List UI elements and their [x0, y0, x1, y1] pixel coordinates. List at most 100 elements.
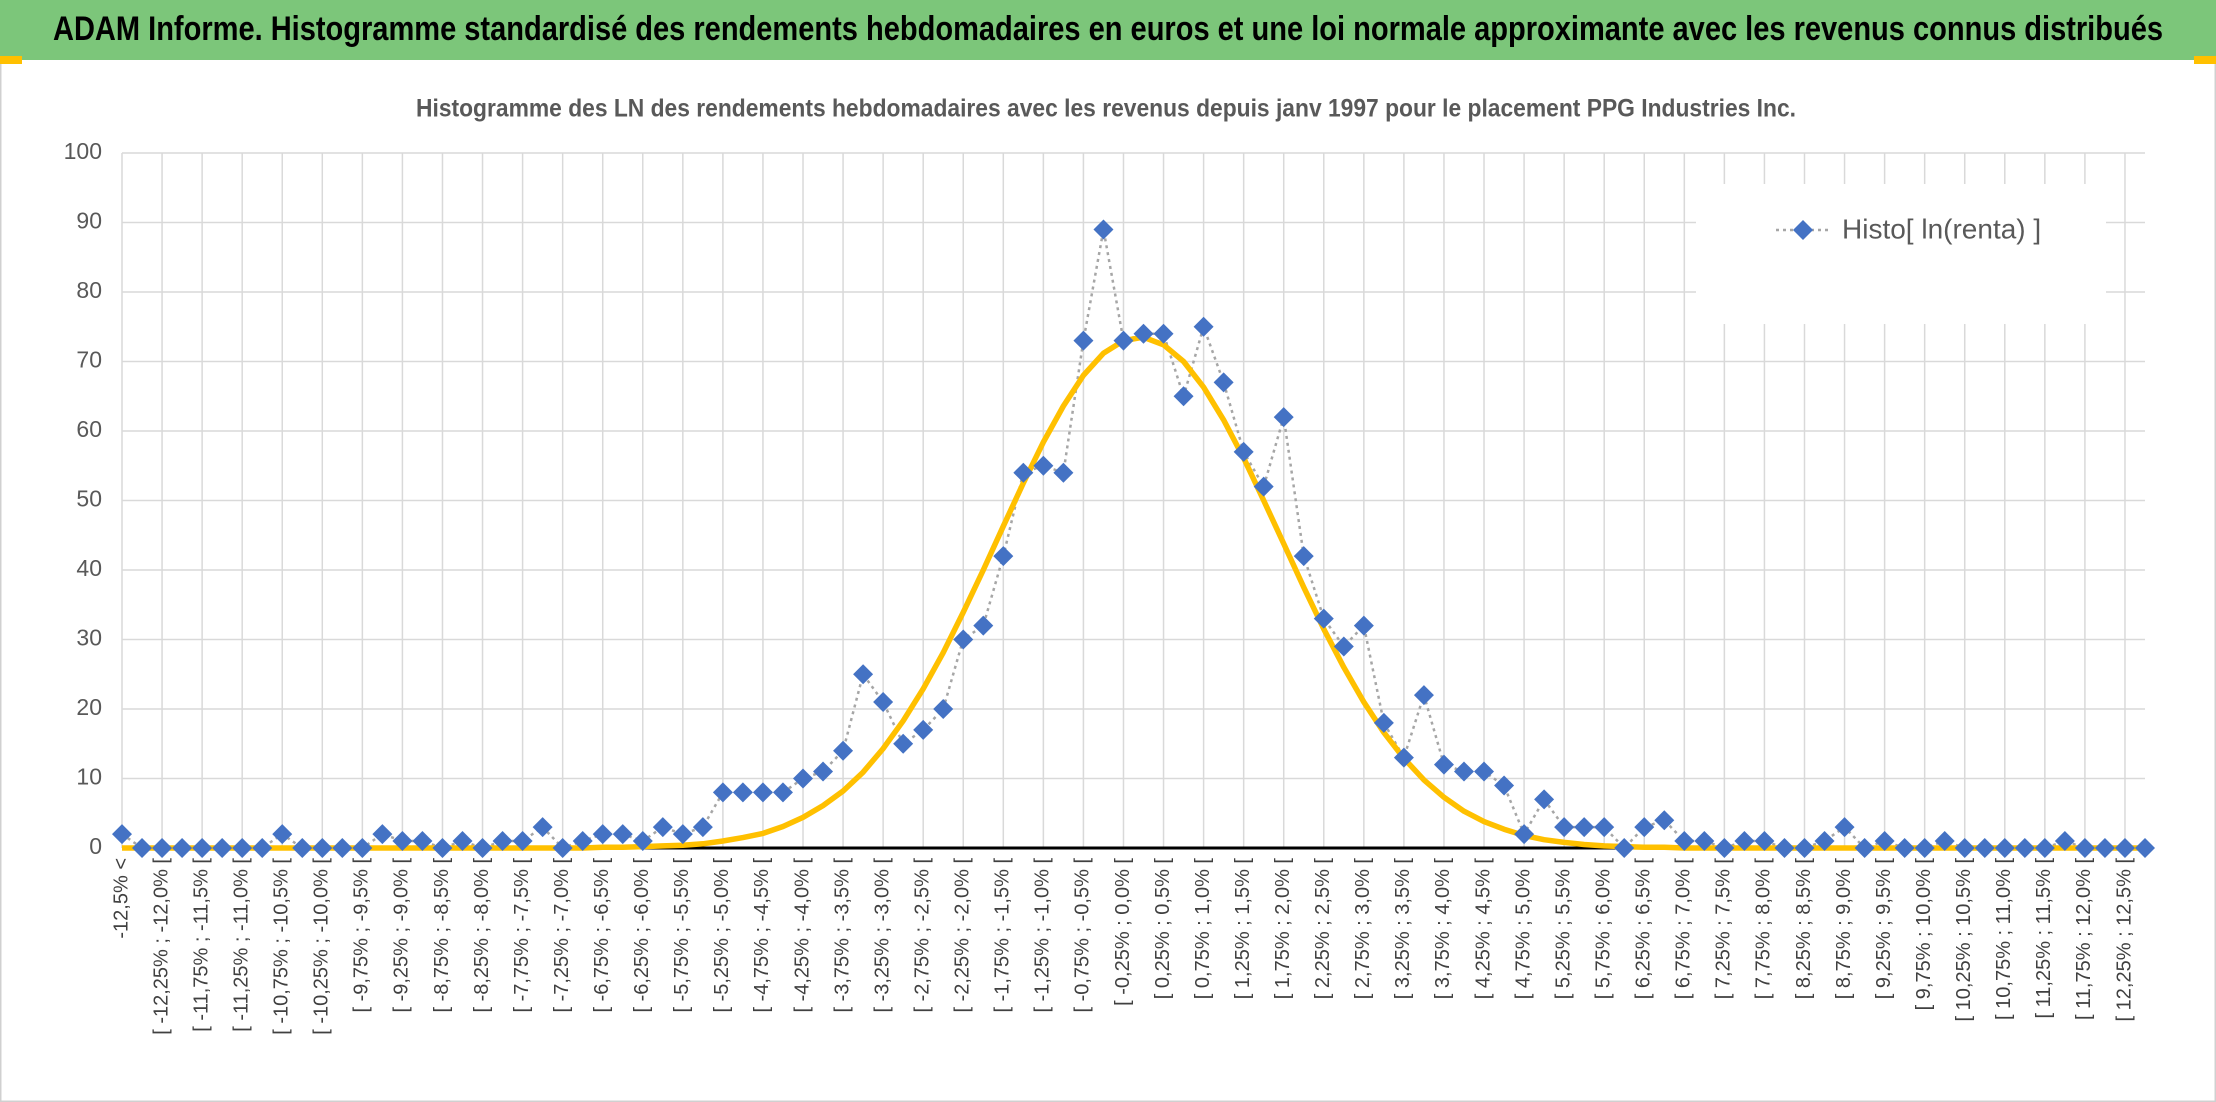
- x-tick-label: [ 6,25% ; 6,5% [: [1633, 858, 1655, 1000]
- marker: [1594, 817, 1615, 838]
- marker: [1834, 817, 1855, 838]
- x-tick-label: [ -8,75% ; -8,5% [: [431, 858, 453, 1013]
- x-tick-label: [ -4,25% ; -4,0% [: [791, 858, 813, 1013]
- x-tick-label: [ 0,25% ; 0,5% [: [1152, 858, 1174, 1000]
- marker: [332, 838, 353, 858]
- marker: [1534, 789, 1555, 810]
- marker: [392, 831, 413, 852]
- marker: [1413, 685, 1434, 706]
- x-tick-label: [ -10,75% ; -10,5% [: [271, 858, 293, 1035]
- marker: [873, 692, 894, 713]
- marker: [1894, 838, 1915, 858]
- x-tick-label: [ 8,25% ; 8,5% [: [1793, 858, 1815, 1000]
- y-tick-label: 80: [76, 277, 102, 303]
- marker: [1373, 712, 1394, 733]
- marker: [1073, 330, 1094, 351]
- marker: [172, 838, 193, 858]
- marker: [953, 629, 974, 650]
- marker: [492, 831, 513, 852]
- marker: [973, 615, 994, 636]
- marker: [1674, 831, 1695, 852]
- marker: [1133, 323, 1154, 344]
- legend: Histo[ ln(renta) ]: [1696, 184, 2106, 324]
- marker: [1654, 810, 1675, 831]
- marker: [1193, 316, 1214, 337]
- marker: [672, 824, 693, 845]
- marker: [112, 824, 132, 845]
- marker: [993, 546, 1014, 567]
- x-tick-label: [ 11,75% ; 12,0% [: [2073, 858, 2095, 1020]
- marker: [933, 699, 954, 719]
- marker: [1934, 831, 1955, 852]
- marker: [612, 824, 633, 845]
- marker: [412, 831, 433, 852]
- x-tick-label: [ -4,75% ; -4,5% [: [751, 858, 773, 1013]
- banner-title: ADAM Informe. Histogramme standardisé de…: [53, 10, 2163, 48]
- x-tick-label: [ -12,25% ; -12,0% [: [150, 858, 172, 1035]
- marker: [1794, 838, 1815, 858]
- marker: [1293, 546, 1314, 567]
- y-tick-label: 20: [76, 694, 102, 720]
- marker: [913, 719, 934, 740]
- marker: [1774, 838, 1795, 858]
- marker: [1213, 372, 1234, 393]
- marker: [1514, 824, 1535, 845]
- marker: [132, 838, 153, 858]
- x-tick-label: [ 12,25% ; 12,5% [: [2113, 858, 2135, 1022]
- marker: [1814, 831, 1835, 852]
- marker: [1333, 636, 1354, 657]
- marker: [2094, 838, 2115, 858]
- x-tick-label: [ 8,75% ; 9,0% [: [1833, 858, 1855, 1000]
- y-tick-label: 50: [76, 486, 102, 512]
- y-tick-label: 100: [64, 138, 102, 164]
- x-tick-label: [ -7,25% ; -7,0% [: [551, 858, 573, 1013]
- x-tick-label: [ -11,75% ; -11,5% [: [190, 858, 212, 1032]
- marker: [712, 782, 733, 803]
- marker: [1173, 386, 1194, 407]
- marker: [372, 824, 393, 845]
- legend-marker: [1793, 220, 1813, 240]
- marker: [1914, 838, 1935, 858]
- marker: [2135, 838, 2155, 858]
- marker: [1874, 831, 1895, 852]
- marker: [472, 838, 493, 858]
- marker: [1093, 219, 1114, 240]
- marker: [813, 761, 834, 782]
- marker: [1453, 761, 1474, 782]
- marker: [853, 664, 874, 685]
- marker: [1954, 838, 1975, 858]
- marker: [232, 838, 253, 858]
- marker: [1574, 817, 1595, 838]
- plot: [112, 219, 2155, 858]
- x-tick-label: [ 10,75% ; 11,0% [: [1993, 858, 2015, 1020]
- x-tick-label: [ 11,25% ; 11,5% [: [2033, 858, 2055, 1019]
- x-tick-label: [ -5,75% ; -5,5% [: [671, 858, 693, 1013]
- marker: [772, 782, 793, 803]
- marker: [1634, 817, 1655, 838]
- x-tick-label: [ -11,25% ; -11,0% [: [230, 858, 252, 1032]
- marker: [1313, 608, 1334, 629]
- marker: [572, 831, 593, 852]
- marker: [1053, 462, 1074, 483]
- marker: [1033, 455, 1054, 476]
- marker: [1153, 323, 1174, 344]
- marker: [1714, 838, 1735, 858]
- marker: [1253, 476, 1274, 497]
- x-tick-label: [ 7,75% ; 8,0% [: [1753, 858, 1775, 1000]
- x-tick-label: [ 7,25% ; 7,5% [: [1713, 858, 1735, 1000]
- x-tick-label: [ 4,25% ; 4,5% [: [1472, 858, 1494, 1000]
- marker: [1393, 747, 1414, 768]
- marker: [512, 831, 533, 852]
- y-tick-label: 70: [76, 347, 102, 373]
- x-tick-label: [ -8,25% ; -8,0% [: [471, 858, 493, 1013]
- banner-bg: [0, 0, 2216, 60]
- y-tick-label: 60: [76, 416, 102, 442]
- legend-box: [1696, 184, 2106, 324]
- marker: [1754, 831, 1775, 852]
- marker: [732, 782, 753, 803]
- x-tick-label: [ 3,25% ; 3,5% [: [1392, 858, 1414, 1000]
- marker: [1854, 838, 1875, 858]
- x-tick-label: [ 3,75% ; 4,0% [: [1432, 858, 1454, 1000]
